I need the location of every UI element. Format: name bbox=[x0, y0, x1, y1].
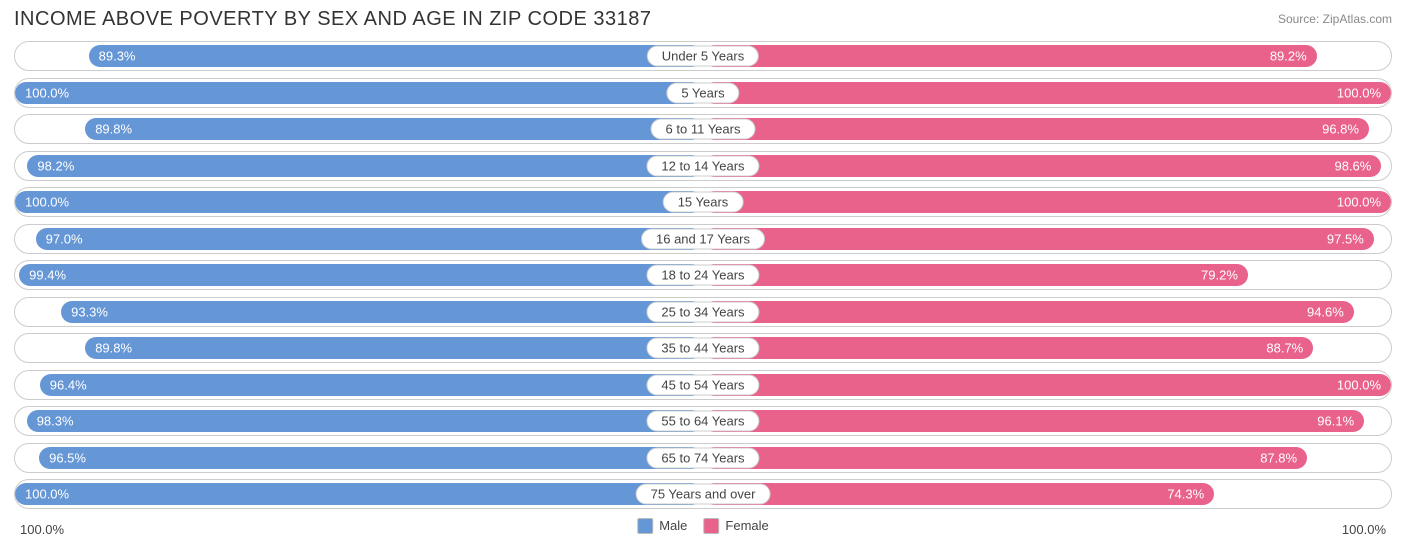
female-value-label: 96.8% bbox=[1322, 122, 1359, 137]
data-row: 100.0% 100.0% 15 Years bbox=[14, 187, 1392, 217]
age-label: 45 to 54 Years bbox=[646, 374, 759, 395]
female-bar: 96.1% bbox=[703, 410, 1364, 432]
female-value-label: 96.1% bbox=[1317, 414, 1354, 429]
data-row: 89.8% 96.8% 6 to 11 Years bbox=[14, 114, 1392, 144]
female-bar: 97.5% bbox=[703, 228, 1374, 250]
female-bar: 100.0% bbox=[703, 191, 1391, 213]
data-row: 93.3% 94.6% 25 to 34 Years bbox=[14, 297, 1392, 327]
female-value-label: 87.8% bbox=[1260, 450, 1297, 465]
age-label: 65 to 74 Years bbox=[646, 447, 759, 468]
male-value-label: 96.5% bbox=[49, 450, 86, 465]
age-label: 75 Years and over bbox=[636, 484, 771, 505]
age-label: 55 to 64 Years bbox=[646, 411, 759, 432]
age-label: 6 to 11 Years bbox=[651, 119, 756, 140]
footer: 100.0% Male Female 100.0% bbox=[14, 516, 1392, 546]
data-row: 96.4% 100.0% 45 to 54 Years bbox=[14, 370, 1392, 400]
male-bar: 100.0% bbox=[15, 191, 703, 213]
female-bar: 100.0% bbox=[703, 82, 1391, 104]
male-bar: 89.8% bbox=[85, 118, 703, 140]
male-value-label: 89.8% bbox=[95, 122, 132, 137]
chart-title: INCOME ABOVE POVERTY BY SEX AND AGE IN Z… bbox=[14, 8, 651, 31]
female-bar: 100.0% bbox=[703, 374, 1391, 396]
data-row: 100.0% 100.0% 5 Years bbox=[14, 78, 1392, 108]
male-value-label: 100.0% bbox=[25, 85, 69, 100]
legend-label-male: Male bbox=[659, 518, 687, 533]
chart-area: 89.3% 89.2% Under 5 Years 100.0% 100.0% 5 Yea… bbox=[14, 41, 1392, 509]
source-attribution: Source: ZipAtlas.com bbox=[1278, 8, 1392, 26]
female-value-label: 100.0% bbox=[1337, 85, 1381, 100]
legend-label-female: Female bbox=[725, 518, 768, 533]
axis-label-right: 100.0% bbox=[1342, 522, 1386, 537]
female-bar: 96.8% bbox=[703, 118, 1369, 140]
female-value-label: 89.2% bbox=[1270, 49, 1307, 64]
age-label: 5 Years bbox=[666, 82, 739, 103]
male-value-label: 97.0% bbox=[46, 231, 83, 246]
male-value-label: 98.2% bbox=[37, 158, 74, 173]
male-bar: 97.0% bbox=[36, 228, 703, 250]
male-value-label: 100.0% bbox=[25, 195, 69, 210]
female-bar: 89.2% bbox=[703, 45, 1317, 67]
male-value-label: 89.8% bbox=[95, 341, 132, 356]
male-bar: 96.5% bbox=[39, 447, 703, 469]
data-row: 99.4% 79.2% 18 to 24 Years bbox=[14, 260, 1392, 290]
female-bar: 88.7% bbox=[703, 337, 1313, 359]
axis-label-left: 100.0% bbox=[20, 522, 64, 537]
legend: Male Female bbox=[637, 518, 769, 534]
age-label: Under 5 Years bbox=[647, 46, 759, 67]
chart-container: INCOME ABOVE POVERTY BY SEX AND AGE IN Z… bbox=[0, 0, 1406, 559]
swatch-female bbox=[703, 518, 719, 534]
age-label: 12 to 14 Years bbox=[646, 155, 759, 176]
female-value-label: 88.7% bbox=[1266, 341, 1303, 356]
male-bar: 100.0% bbox=[15, 483, 703, 505]
data-row: 96.5% 87.8% 65 to 74 Years bbox=[14, 443, 1392, 473]
age-label: 18 to 24 Years bbox=[646, 265, 759, 286]
male-value-label: 100.0% bbox=[25, 487, 69, 502]
female-bar: 74.3% bbox=[703, 483, 1214, 505]
male-bar: 100.0% bbox=[15, 82, 703, 104]
female-value-label: 98.6% bbox=[1334, 158, 1371, 173]
age-label: 15 Years bbox=[663, 192, 744, 213]
female-value-label: 97.5% bbox=[1327, 231, 1364, 246]
data-row: 89.8% 88.7% 35 to 44 Years bbox=[14, 333, 1392, 363]
female-bar: 79.2% bbox=[703, 264, 1248, 286]
legend-item-female: Female bbox=[703, 518, 768, 534]
age-label: 16 and 17 Years bbox=[641, 228, 765, 249]
male-value-label: 99.4% bbox=[29, 268, 66, 283]
data-row: 89.3% 89.2% Under 5 Years bbox=[14, 41, 1392, 71]
female-value-label: 74.3% bbox=[1167, 487, 1204, 502]
male-bar: 89.8% bbox=[85, 337, 703, 359]
data-row: 98.3% 96.1% 55 to 64 Years bbox=[14, 406, 1392, 436]
female-bar: 94.6% bbox=[703, 301, 1354, 323]
female-bar: 98.6% bbox=[703, 155, 1381, 177]
male-value-label: 89.3% bbox=[99, 49, 136, 64]
male-bar: 89.3% bbox=[89, 45, 703, 67]
data-row: 98.2% 98.6% 12 to 14 Years bbox=[14, 151, 1392, 181]
female-value-label: 100.0% bbox=[1337, 377, 1381, 392]
male-bar: 96.4% bbox=[40, 374, 703, 396]
male-value-label: 96.4% bbox=[50, 377, 87, 392]
data-row: 100.0% 74.3% 75 Years and over bbox=[14, 479, 1392, 509]
male-bar: 93.3% bbox=[61, 301, 703, 323]
male-bar: 98.2% bbox=[27, 155, 703, 177]
legend-item-male: Male bbox=[637, 518, 687, 534]
male-value-label: 98.3% bbox=[37, 414, 74, 429]
female-value-label: 79.2% bbox=[1201, 268, 1238, 283]
male-bar: 98.3% bbox=[27, 410, 703, 432]
female-bar: 87.8% bbox=[703, 447, 1307, 469]
male-value-label: 93.3% bbox=[71, 304, 108, 319]
data-row: 97.0% 97.5% 16 and 17 Years bbox=[14, 224, 1392, 254]
age-label: 35 to 44 Years bbox=[646, 338, 759, 359]
swatch-male bbox=[637, 518, 653, 534]
male-bar: 99.4% bbox=[19, 264, 703, 286]
female-value-label: 100.0% bbox=[1337, 195, 1381, 210]
header: INCOME ABOVE POVERTY BY SEX AND AGE IN Z… bbox=[14, 8, 1392, 31]
female-value-label: 94.6% bbox=[1307, 304, 1344, 319]
age-label: 25 to 34 Years bbox=[646, 301, 759, 322]
